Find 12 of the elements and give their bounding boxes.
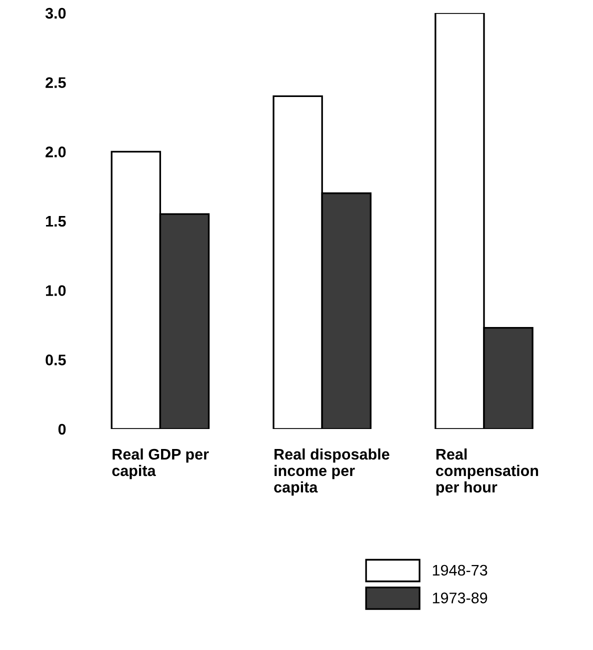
y-tick-label: 2.5	[46, 77, 66, 88]
legend-label: 1948-73	[432, 564, 488, 576]
y-tick-label: 0.5	[46, 354, 66, 366]
x-tick-label: Real compensation per hour	[436, 448, 538, 496]
x-tick-label: Real GDP per capita	[112, 448, 209, 480]
x-tick-label: Real disposable income per capita	[274, 448, 390, 496]
legend-label: 1973-89	[432, 592, 488, 604]
y-tick-label: 3.0	[45, 8, 66, 19]
y-tick-label: 1.0	[46, 285, 66, 296]
y-tick-label: 2.0	[46, 146, 66, 158]
y-tick-label: 0	[58, 424, 66, 435]
y-tick-label: 1.5	[46, 216, 66, 227]
